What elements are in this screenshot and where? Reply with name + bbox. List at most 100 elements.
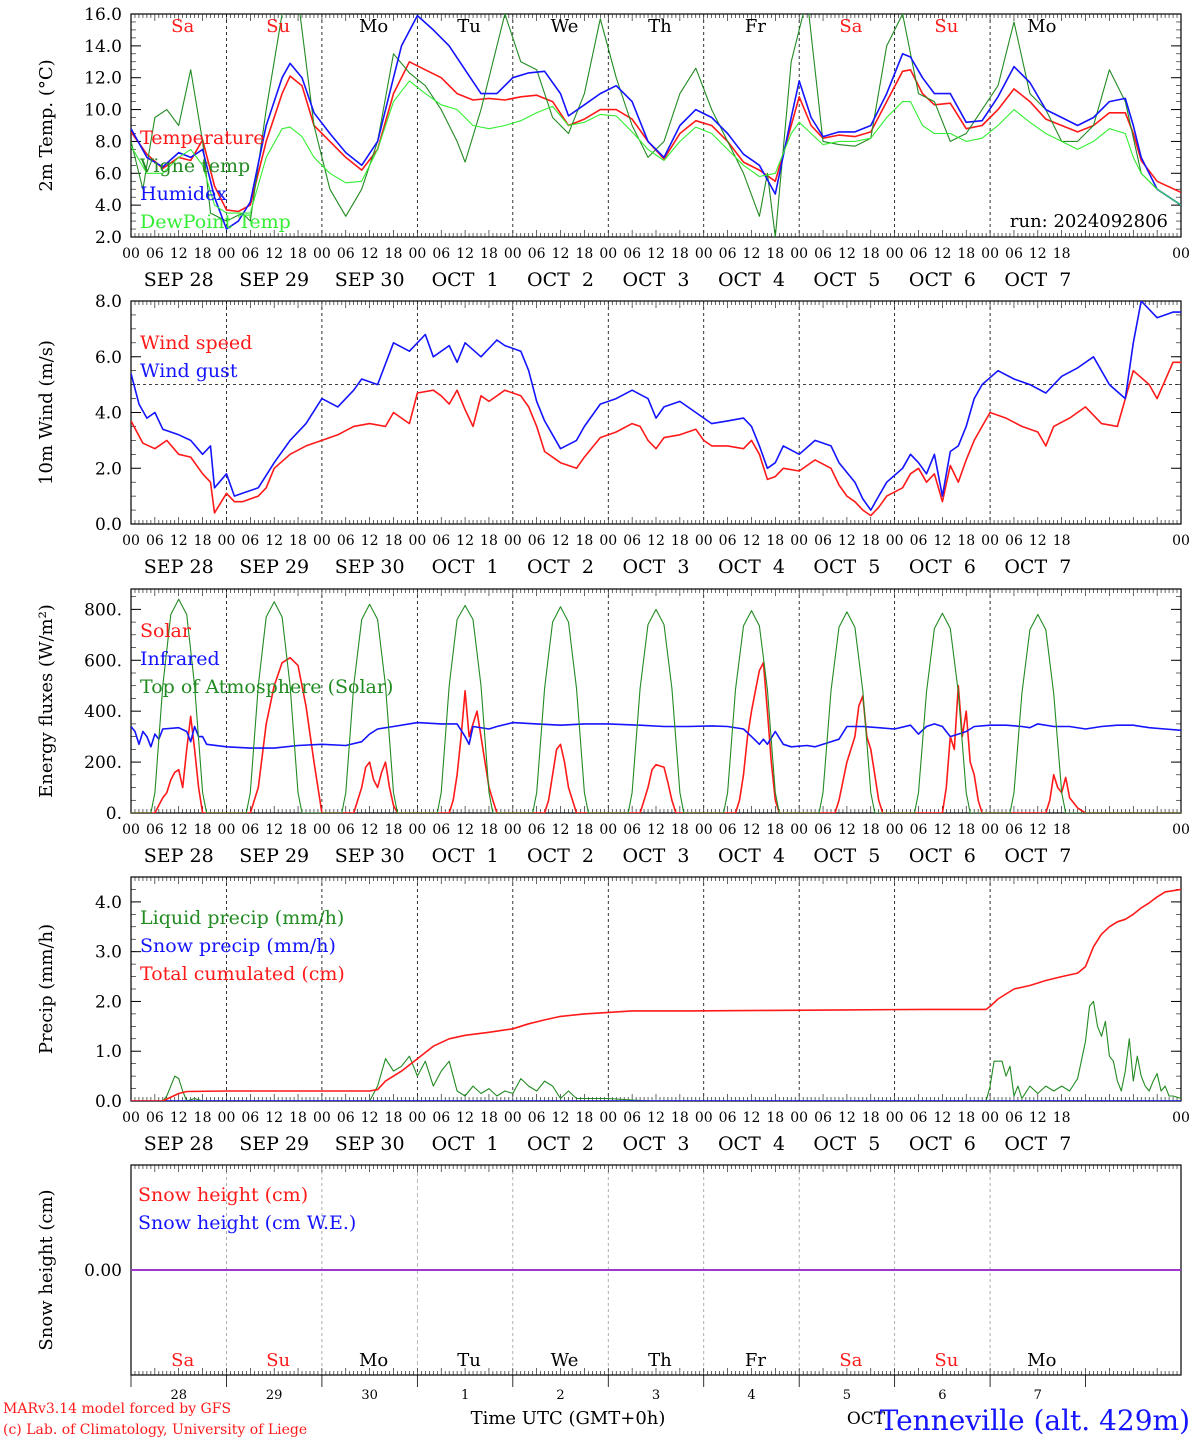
hour-label: 18 — [766, 246, 784, 262]
hour-label: 06 — [241, 246, 259, 262]
hour-label: 06 — [528, 533, 546, 549]
series-line-humidex — [131, 14, 1181, 230]
hour-label: 00 — [504, 246, 522, 262]
date-label: OCT 4 — [718, 845, 785, 867]
legend-entry: Snow precip (mm/h) — [140, 935, 336, 957]
date-label: OCT 6 — [909, 269, 976, 291]
hour-label: 00 — [790, 1110, 808, 1126]
y-tick-label: 8.0 — [95, 132, 122, 152]
date-label: OCT 5 — [813, 1133, 880, 1155]
hour-label: 00 — [218, 822, 236, 838]
hour-label: 18 — [480, 1110, 498, 1126]
hour-label: 00 — [981, 1110, 999, 1126]
hour-label: 06 — [1005, 246, 1023, 262]
date-label: OCT 1 — [432, 1133, 499, 1155]
date-label: OCT 4 — [718, 1133, 785, 1155]
weekday-label: Tu — [457, 16, 481, 37]
hour-label: 18 — [766, 1110, 784, 1126]
y-tick-label: 0.0 — [95, 1092, 122, 1112]
y-tick-label: 6.0 — [95, 164, 122, 184]
hour-label: 18 — [957, 246, 975, 262]
hour-label: 12 — [361, 246, 379, 262]
series-line-total-cumulated-cm- — [131, 888, 1181, 1101]
date-label: OCT 2 — [527, 1133, 594, 1155]
hour-label: 06 — [432, 246, 450, 262]
hour-label: 18 — [480, 533, 498, 549]
hour-label: 18 — [575, 246, 593, 262]
y-tick-label: 4.0 — [95, 404, 122, 424]
weekday-label: Tu — [457, 1350, 481, 1371]
hour-label: 18 — [194, 246, 212, 262]
day-number-label: 30 — [361, 1388, 378, 1403]
hour-label: 12 — [265, 822, 283, 838]
hour-label: 00 — [504, 822, 522, 838]
date-label: SEP 30 — [335, 845, 405, 867]
hour-label: 12 — [361, 1110, 379, 1126]
hour-label: 18 — [385, 246, 403, 262]
month-label: OCT — [847, 1409, 886, 1429]
hour-label: 00 — [218, 533, 236, 549]
hour-label: 00 — [313, 1110, 331, 1126]
hour-label: 18 — [671, 822, 689, 838]
series-line-top-of-atmosphere-solar- — [131, 598, 1181, 813]
y-axis-label: 2m Temp. (°C) — [36, 59, 57, 191]
hour-label: 00 — [1172, 822, 1190, 838]
hour-label: 12 — [647, 533, 665, 549]
hour-label: 00 — [1172, 246, 1190, 262]
hour-label: 06 — [1005, 533, 1023, 549]
hour-label: 12 — [838, 533, 856, 549]
y-axis-label: Energy fluxes (W/m²) — [36, 604, 57, 798]
y-axis-label: 10m Wind (m/s) — [36, 340, 57, 485]
panel-frame — [130, 300, 1182, 525]
day-number-label: 28 — [170, 1388, 187, 1403]
hour-label: 00 — [218, 1110, 236, 1126]
hour-label: 00 — [599, 533, 617, 549]
hour-label: 18 — [862, 822, 880, 838]
hour-label: 00 — [504, 533, 522, 549]
series-line-temperature — [131, 61, 1181, 213]
credit-line-2: (c) Lab. of Climatology, University of L… — [3, 1422, 307, 1438]
date-label: OCT 7 — [1004, 845, 1071, 867]
date-label: SEP 30 — [335, 269, 405, 291]
hour-label: 00 — [313, 246, 331, 262]
hour-label: 12 — [552, 246, 570, 262]
y-tick-label: 4.0 — [95, 893, 122, 913]
hour-label: 06 — [146, 533, 164, 549]
hour-label: 00 — [1172, 1110, 1190, 1126]
hour-label: 18 — [385, 1110, 403, 1126]
y-tick-label: 800. — [84, 600, 122, 620]
y-tick-label: 2.0 — [95, 992, 122, 1012]
hour-label: 12 — [1029, 822, 1047, 838]
series-group — [131, 888, 1181, 1101]
y-tick-label: 600. — [84, 651, 122, 671]
hour-label: 00 — [122, 1110, 140, 1126]
legend-entry: Top of Atmosphere (Solar) — [140, 676, 393, 698]
hour-label: 12 — [933, 246, 951, 262]
hour-label: 00 — [599, 246, 617, 262]
hour-label: 18 — [480, 246, 498, 262]
hour-label: 06 — [337, 822, 355, 838]
weekday-label: Th — [648, 16, 672, 37]
day-number-label: 7 — [1034, 1388, 1042, 1403]
date-label: OCT 2 — [527, 269, 594, 291]
date-label: OCT 1 — [432, 845, 499, 867]
y-tick-label: 0.00 — [84, 1261, 122, 1281]
hour-label: 18 — [1053, 533, 1071, 549]
x-axis-label: Time UTC (GMT+0h) — [471, 1408, 666, 1429]
y-tick-label: 16.0 — [84, 5, 122, 25]
hour-label: 06 — [528, 1110, 546, 1126]
hour-label: 06 — [432, 533, 450, 549]
date-label: OCT 7 — [1004, 556, 1071, 578]
hour-label: 00 — [695, 533, 713, 549]
day-number-label: 5 — [843, 1388, 851, 1403]
hour-label: 06 — [623, 1110, 641, 1126]
panels: 2.04.06.08.010.012.014.016.02m Temp. (°C… — [36, 5, 1190, 1403]
hour-label: 18 — [385, 822, 403, 838]
hour-label: 12 — [265, 1110, 283, 1126]
weekday-label: Mo — [359, 16, 388, 37]
hour-label: 12 — [456, 533, 474, 549]
hour-label: 18 — [289, 1110, 307, 1126]
hour-label: 06 — [432, 822, 450, 838]
hour-label: 00 — [122, 533, 140, 549]
date-label: OCT 2 — [527, 845, 594, 867]
